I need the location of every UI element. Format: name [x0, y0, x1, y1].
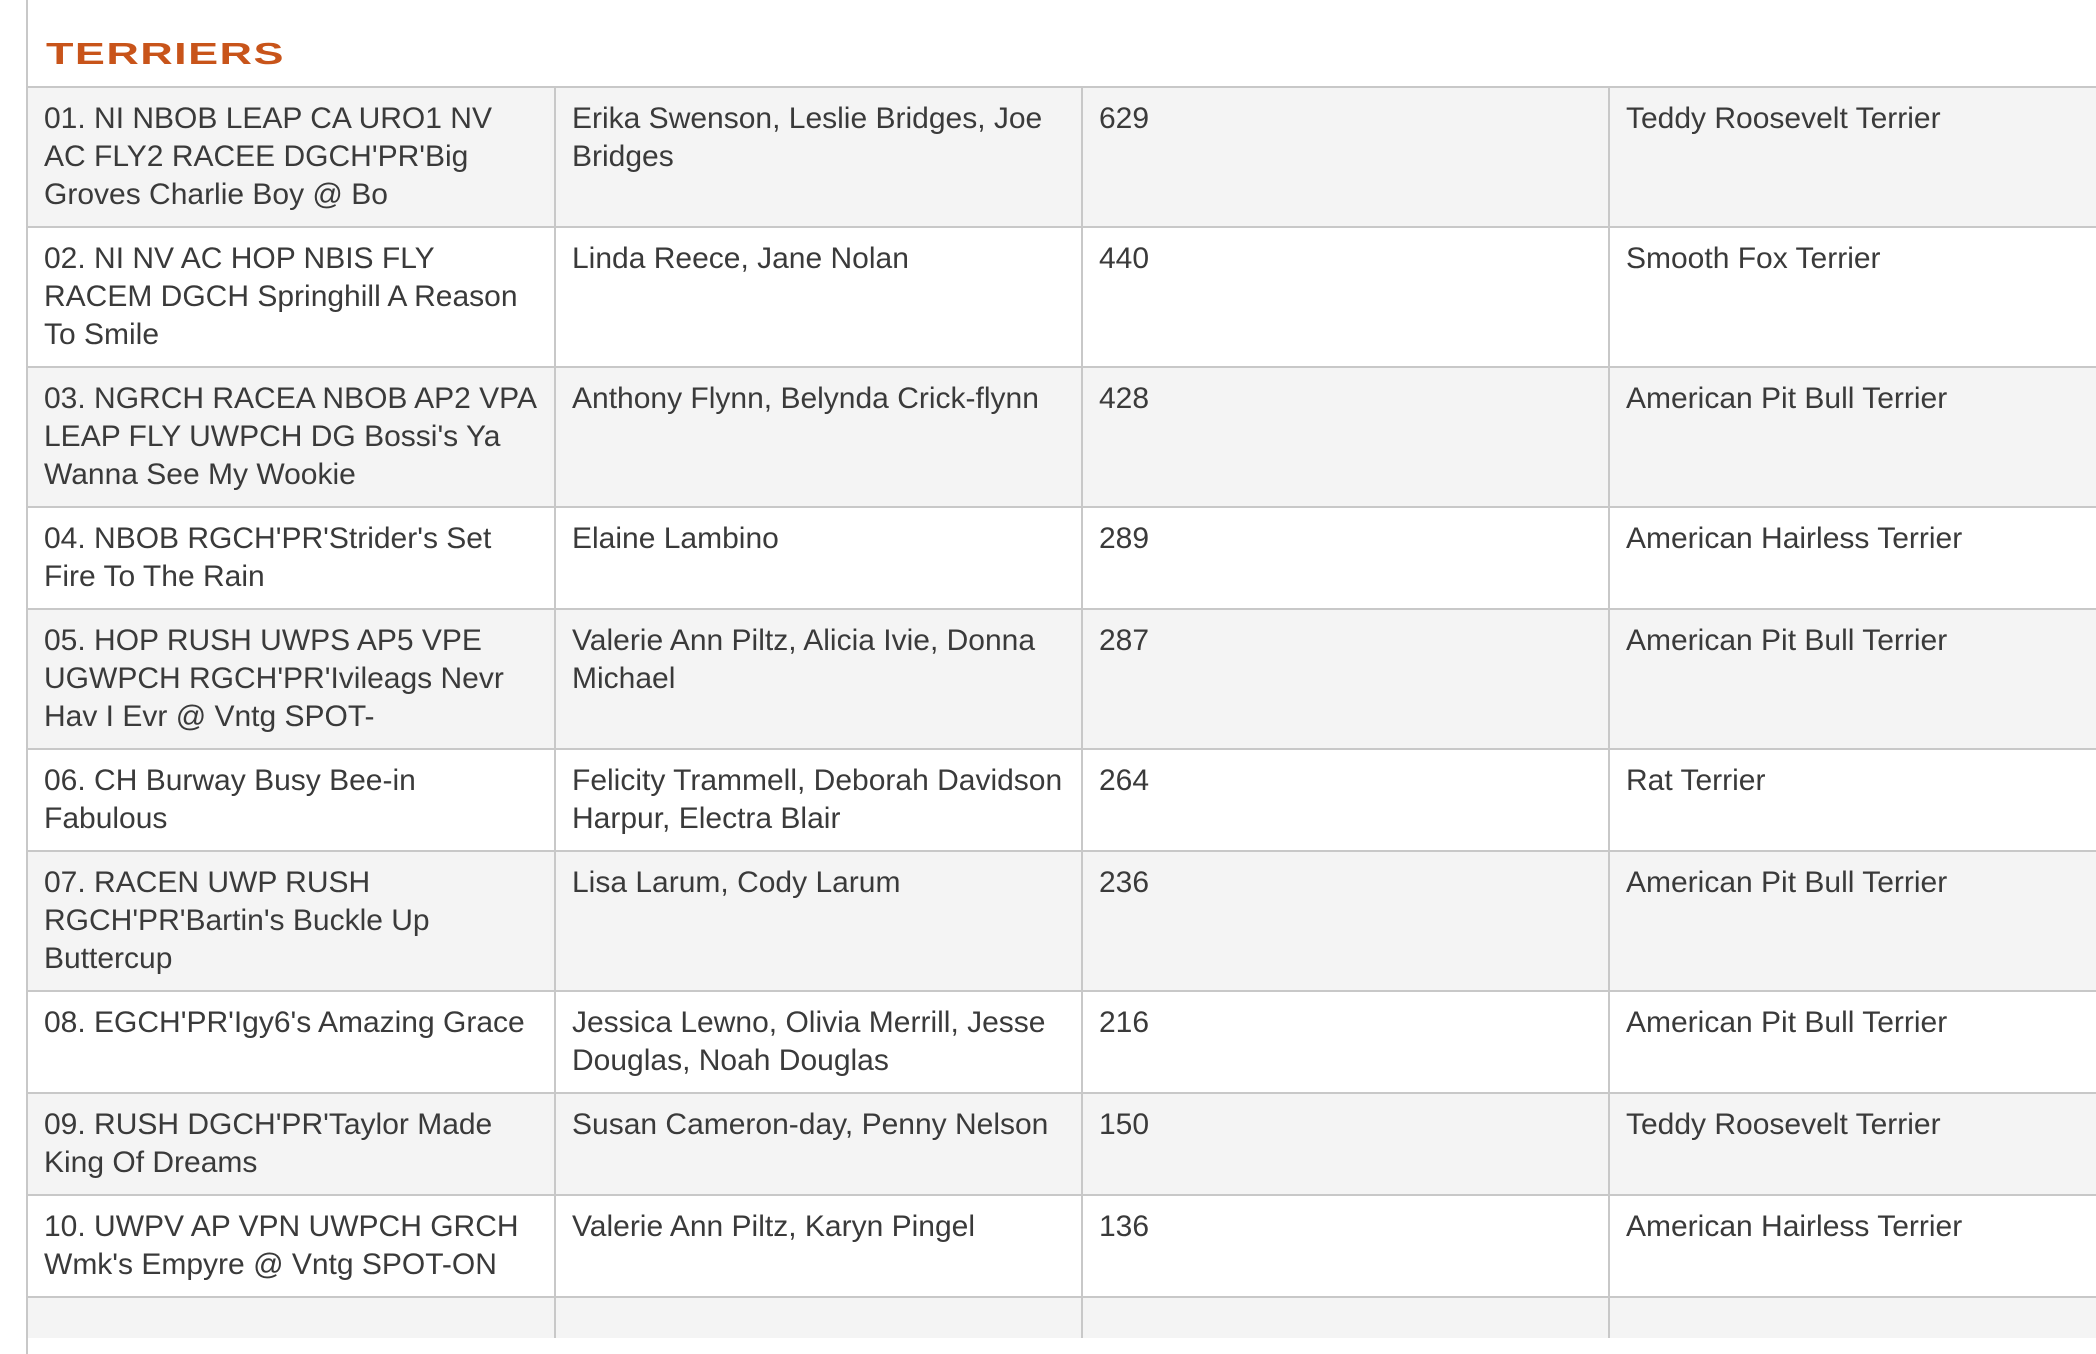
owners-cell: Elaine Lambino: [554, 506, 1083, 610]
table-row: 01. NI NBOB LEAP CA URO1 NV AC FLY2 RACE…: [28, 86, 2096, 228]
owners-cell: Erika Swenson, Leslie Bridges, Joe Bridg…: [554, 86, 1083, 228]
empty-cell: [554, 1296, 1083, 1338]
points-cell: 629: [1081, 86, 1610, 228]
points-cell: 236: [1081, 850, 1610, 992]
table-row: 08. EGCH'PR'Igy6's Amazing Grace Jessica …: [28, 990, 2096, 1094]
breed-cell: Teddy Roosevelt Terrier: [1608, 1092, 2096, 1196]
table-row: 03. NGRCH RACEA NBOB AP2 VPA LEAP FLY UW…: [28, 366, 2096, 508]
points-cell: 150: [1081, 1092, 1610, 1196]
points-cell: 216: [1081, 990, 1610, 1094]
dog-name-cell: 02. NI NV AC HOP NBIS FLY RACEM DGCH Spr…: [28, 226, 556, 368]
dog-name-cell: 05. HOP RUSH UWPS AP5 VPE UGWPCH RGCH'PR…: [28, 608, 556, 750]
breed-cell: American Pit Bull Terrier: [1608, 850, 2096, 992]
points-cell: 136: [1081, 1194, 1610, 1298]
dog-name-cell: 07. RACEN UWP RUSH RGCH'PR'Bartin's Buck…: [28, 850, 556, 992]
owners-cell: Jessica Lewno, Olivia Merrill, Jesse Dou…: [554, 990, 1083, 1094]
owners-cell: Felicity Trammell, Deborah Davidson Harp…: [554, 748, 1083, 852]
empty-cell: [1608, 1296, 2096, 1338]
table-row: 10. UWPV AP VPN UWPCH GRCH Wmk's Empyre …: [28, 1194, 2096, 1298]
dog-name-cell: 10. UWPV AP VPN UWPCH GRCH Wmk's Empyre …: [28, 1194, 556, 1298]
breed-cell: Rat Terrier: [1608, 748, 2096, 852]
breed-cell: Smooth Fox Terrier: [1608, 226, 2096, 368]
table-row: 02. NI NV AC HOP NBIS FLY RACEM DGCH Spr…: [28, 226, 2096, 368]
empty-cell: [28, 1296, 556, 1338]
breed-cell: Teddy Roosevelt Terrier: [1608, 86, 2096, 228]
rankings-table: 01. NI NBOB LEAP CA URO1 NV AC FLY2 RACE…: [28, 86, 2096, 1338]
owners-cell: Anthony Flynn, Belynda Crick-flynn: [554, 366, 1083, 508]
owners-cell: Valerie Ann Piltz, Karyn Pingel: [554, 1194, 1083, 1298]
table-row: 04. NBOB RGCH'PR'Strider's Set Fire To T…: [28, 506, 2096, 610]
owners-cell: Valerie Ann Piltz, Alicia Ivie, Donna Mi…: [554, 608, 1083, 750]
dog-name-cell: 03. NGRCH RACEA NBOB AP2 VPA LEAP FLY UW…: [28, 366, 556, 508]
dog-name-cell: 06. CH Burway Busy Bee-in Fabulous: [28, 748, 556, 852]
breed-cell: American Pit Bull Terrier: [1608, 990, 2096, 1094]
owners-cell: Lisa Larum, Cody Larum: [554, 850, 1083, 992]
points-cell: 440: [1081, 226, 1610, 368]
dog-name-cell: 09. RUSH DGCH'PR'Taylor Made King Of Dre…: [28, 1092, 556, 1196]
dog-name-cell: 08. EGCH'PR'Igy6's Amazing Grace: [28, 990, 556, 1094]
breed-cell: American Hairless Terrier: [1608, 1194, 2096, 1298]
table-row: 05. HOP RUSH UWPS AP5 VPE UGWPCH RGCH'PR…: [28, 608, 2096, 750]
dog-name-cell: 01. NI NBOB LEAP CA URO1 NV AC FLY2 RACE…: [28, 86, 556, 228]
points-cell: 428: [1081, 366, 1610, 508]
section-title: TERRIERS: [46, 36, 285, 71]
breed-cell: American Pit Bull Terrier: [1608, 366, 2096, 508]
empty-cell: [1081, 1296, 1610, 1338]
points-cell: 287: [1081, 608, 1610, 750]
table-row: 06. CH Burway Busy Bee-in Fabulous Felici…: [28, 748, 2096, 852]
table-row-partial: [28, 1296, 2096, 1338]
breed-cell: American Hairless Terrier: [1608, 506, 2096, 610]
points-cell: 264: [1081, 748, 1610, 852]
dog-name-cell: 04. NBOB RGCH'PR'Strider's Set Fire To T…: [28, 506, 556, 610]
breed-cell: American Pit Bull Terrier: [1608, 608, 2096, 750]
owners-cell: Susan Cameron-day, Penny Nelson: [554, 1092, 1083, 1196]
points-cell: 289: [1081, 506, 1610, 610]
table-row: 07. RACEN UWP RUSH RGCH'PR'Bartin's Buck…: [28, 850, 2096, 992]
owners-cell: Linda Reece, Jane Nolan: [554, 226, 1083, 368]
terriers-section: TERRIERS 01. NI NBOB LEAP CA URO1 NV AC …: [26, 0, 2096, 1354]
table-row: 09. RUSH DGCH'PR'Taylor Made King Of Dre…: [28, 1092, 2096, 1196]
